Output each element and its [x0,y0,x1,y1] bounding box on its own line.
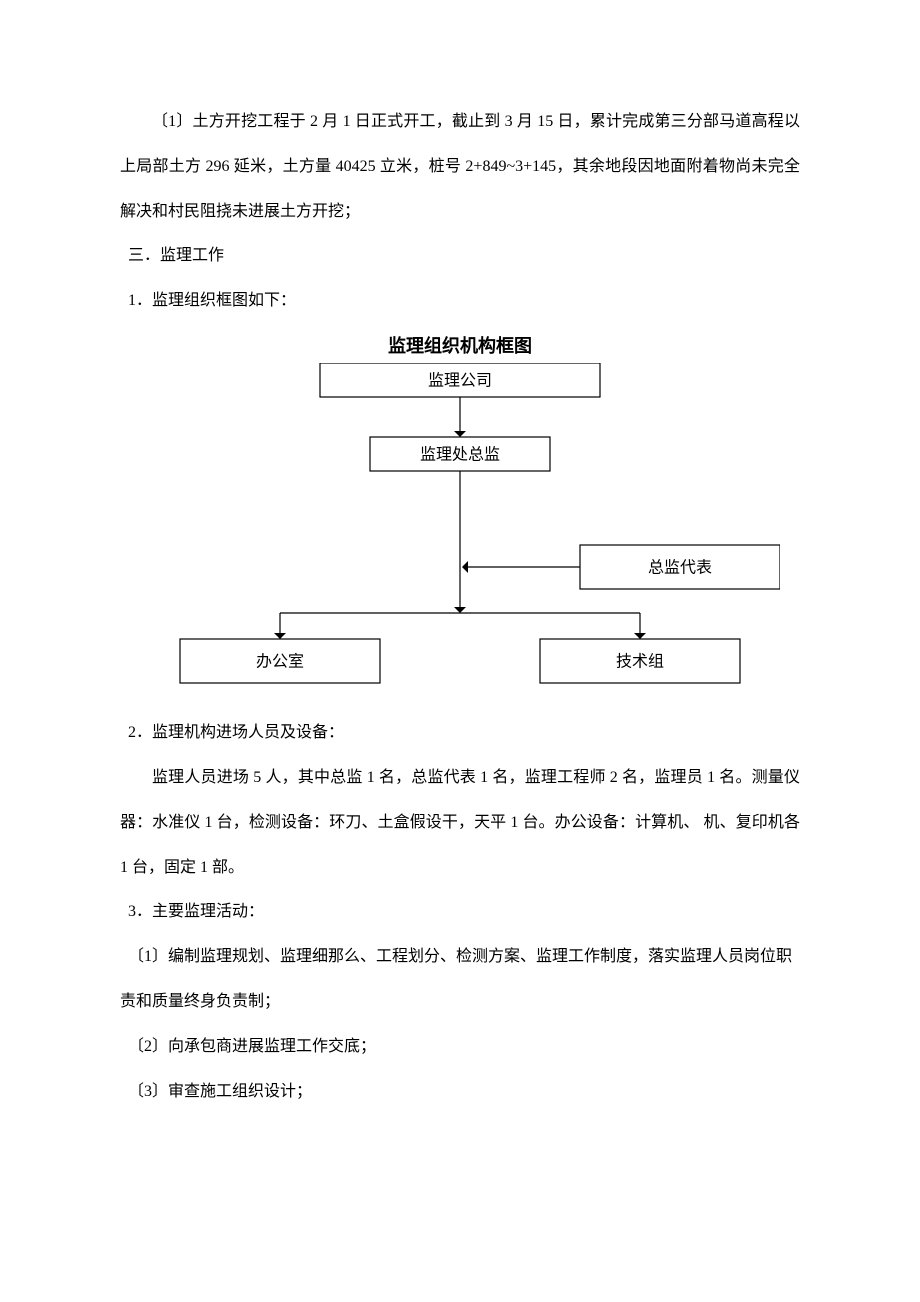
flowchart-node-label-tech: 技术组 [616,653,664,671]
org-flowchart: 监理公司监理处总监总监代表办公室 技术组 [140,363,780,693]
heading-personnel-equipment: 2．监理机构进场人员及设备： [120,711,800,756]
flowchart-node-label-director: 监理处总监 [420,446,500,464]
para-activity-1: 〔1〕编制监理规划、监理细那么、工程划分、检测方案、监理工作制度，落实监理人员岗… [120,935,800,1025]
heading-supervision-work: 三．监理工作 [120,234,800,279]
para-activity-2: 〔2〕向承包商进展监理工作交底； [120,1025,800,1070]
heading-main-activities: 3．主要监理活动： [120,890,800,935]
flowchart-title: 监理组织机构框图 [120,334,800,359]
heading-org-chart: 1．监理组织框图如下： [120,279,800,324]
flowchart-edge-6 [634,613,646,639]
para-completion-status: 〔1〕土方开挖工程于 2 月 1 日正式开工，截止到 3 月 15 日，累计完成… [120,100,800,234]
flowchart-edge-2 [462,561,580,573]
para-activity-3: 〔3〕审查施工组织设计； [120,1070,800,1115]
flowchart-edge-0 [454,397,466,437]
para-personnel-equipment: 监理人员进场 5 人，其中总监 1 名，总监代表 1 名，监理工程师 2 名，监… [120,756,800,890]
flowchart-edge-3 [454,567,466,613]
flowchart-node-label-company: 监理公司 [428,372,492,390]
flowchart-edge-5 [274,613,286,639]
flowchart-node-label-deputy: 总监代表 [648,559,712,577]
flowchart-node-label-office: 办公室 [256,653,304,671]
